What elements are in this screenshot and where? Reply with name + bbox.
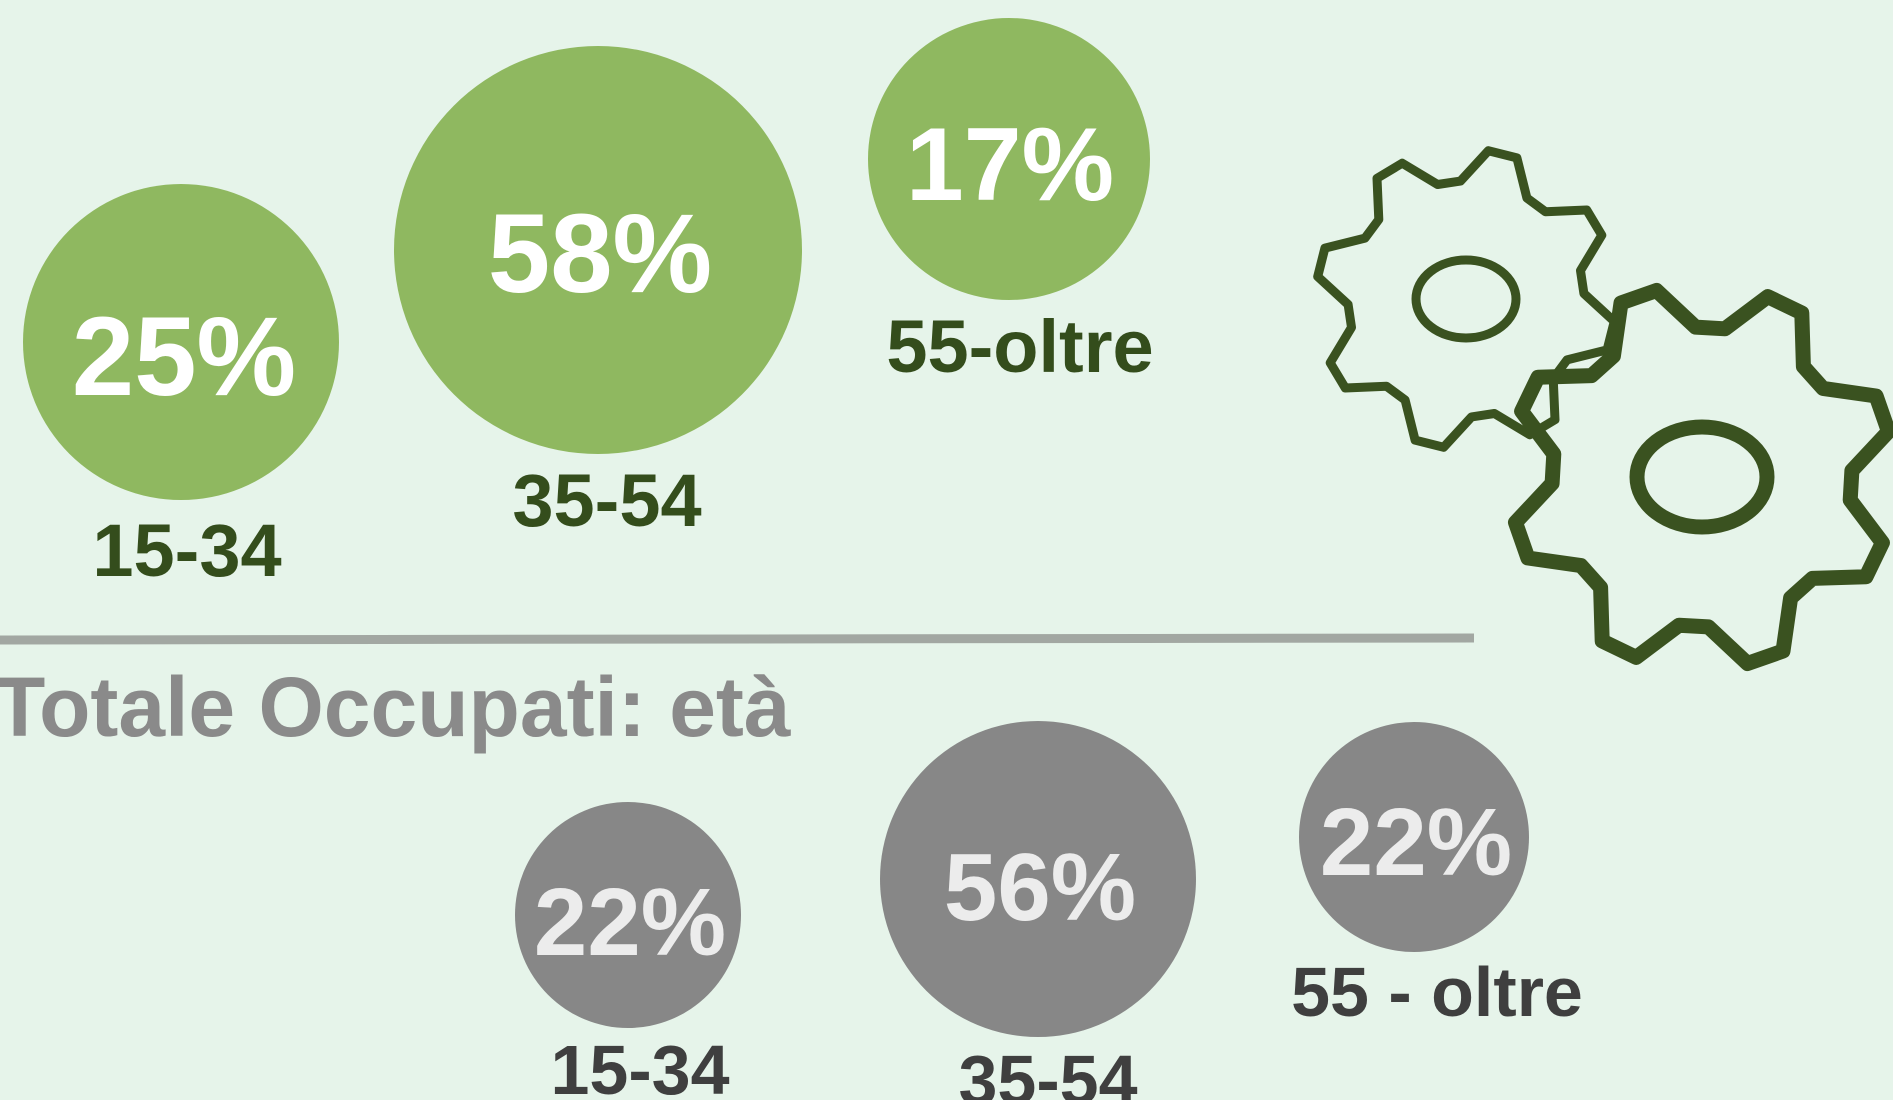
bubble-value: 58% <box>488 191 712 316</box>
bubble-label: 35-54 <box>958 1041 1137 1100</box>
gear <box>1313 146 1619 452</box>
bubble <box>880 721 1196 1037</box>
bubble-label: 55-oltre <box>886 305 1153 388</box>
section-title: Totale Occupati: età <box>0 660 791 754</box>
bubble-value: 56% <box>944 834 1136 941</box>
gear <box>1508 283 1893 671</box>
divider <box>0 633 1475 645</box>
bubble <box>515 802 741 1028</box>
gear-hole <box>1629 419 1775 535</box>
bubble-value: 22% <box>534 869 726 976</box>
gears-icon <box>1313 146 1893 671</box>
bubble-value: 17% <box>906 107 1114 223</box>
bubble-value: 22% <box>1320 789 1512 896</box>
bubble-value: 25% <box>72 294 296 419</box>
bubble-label: 15-34 <box>550 1031 729 1100</box>
gear-hole <box>1411 255 1521 343</box>
bubble <box>1299 722 1529 952</box>
bubble <box>868 18 1150 300</box>
bubble <box>23 184 339 500</box>
bubble <box>394 46 802 454</box>
bubble-label: 35-54 <box>512 459 701 542</box>
bubble-label: 15-34 <box>92 509 281 592</box>
bubble-label: 55 - oltre <box>1291 953 1583 1031</box>
